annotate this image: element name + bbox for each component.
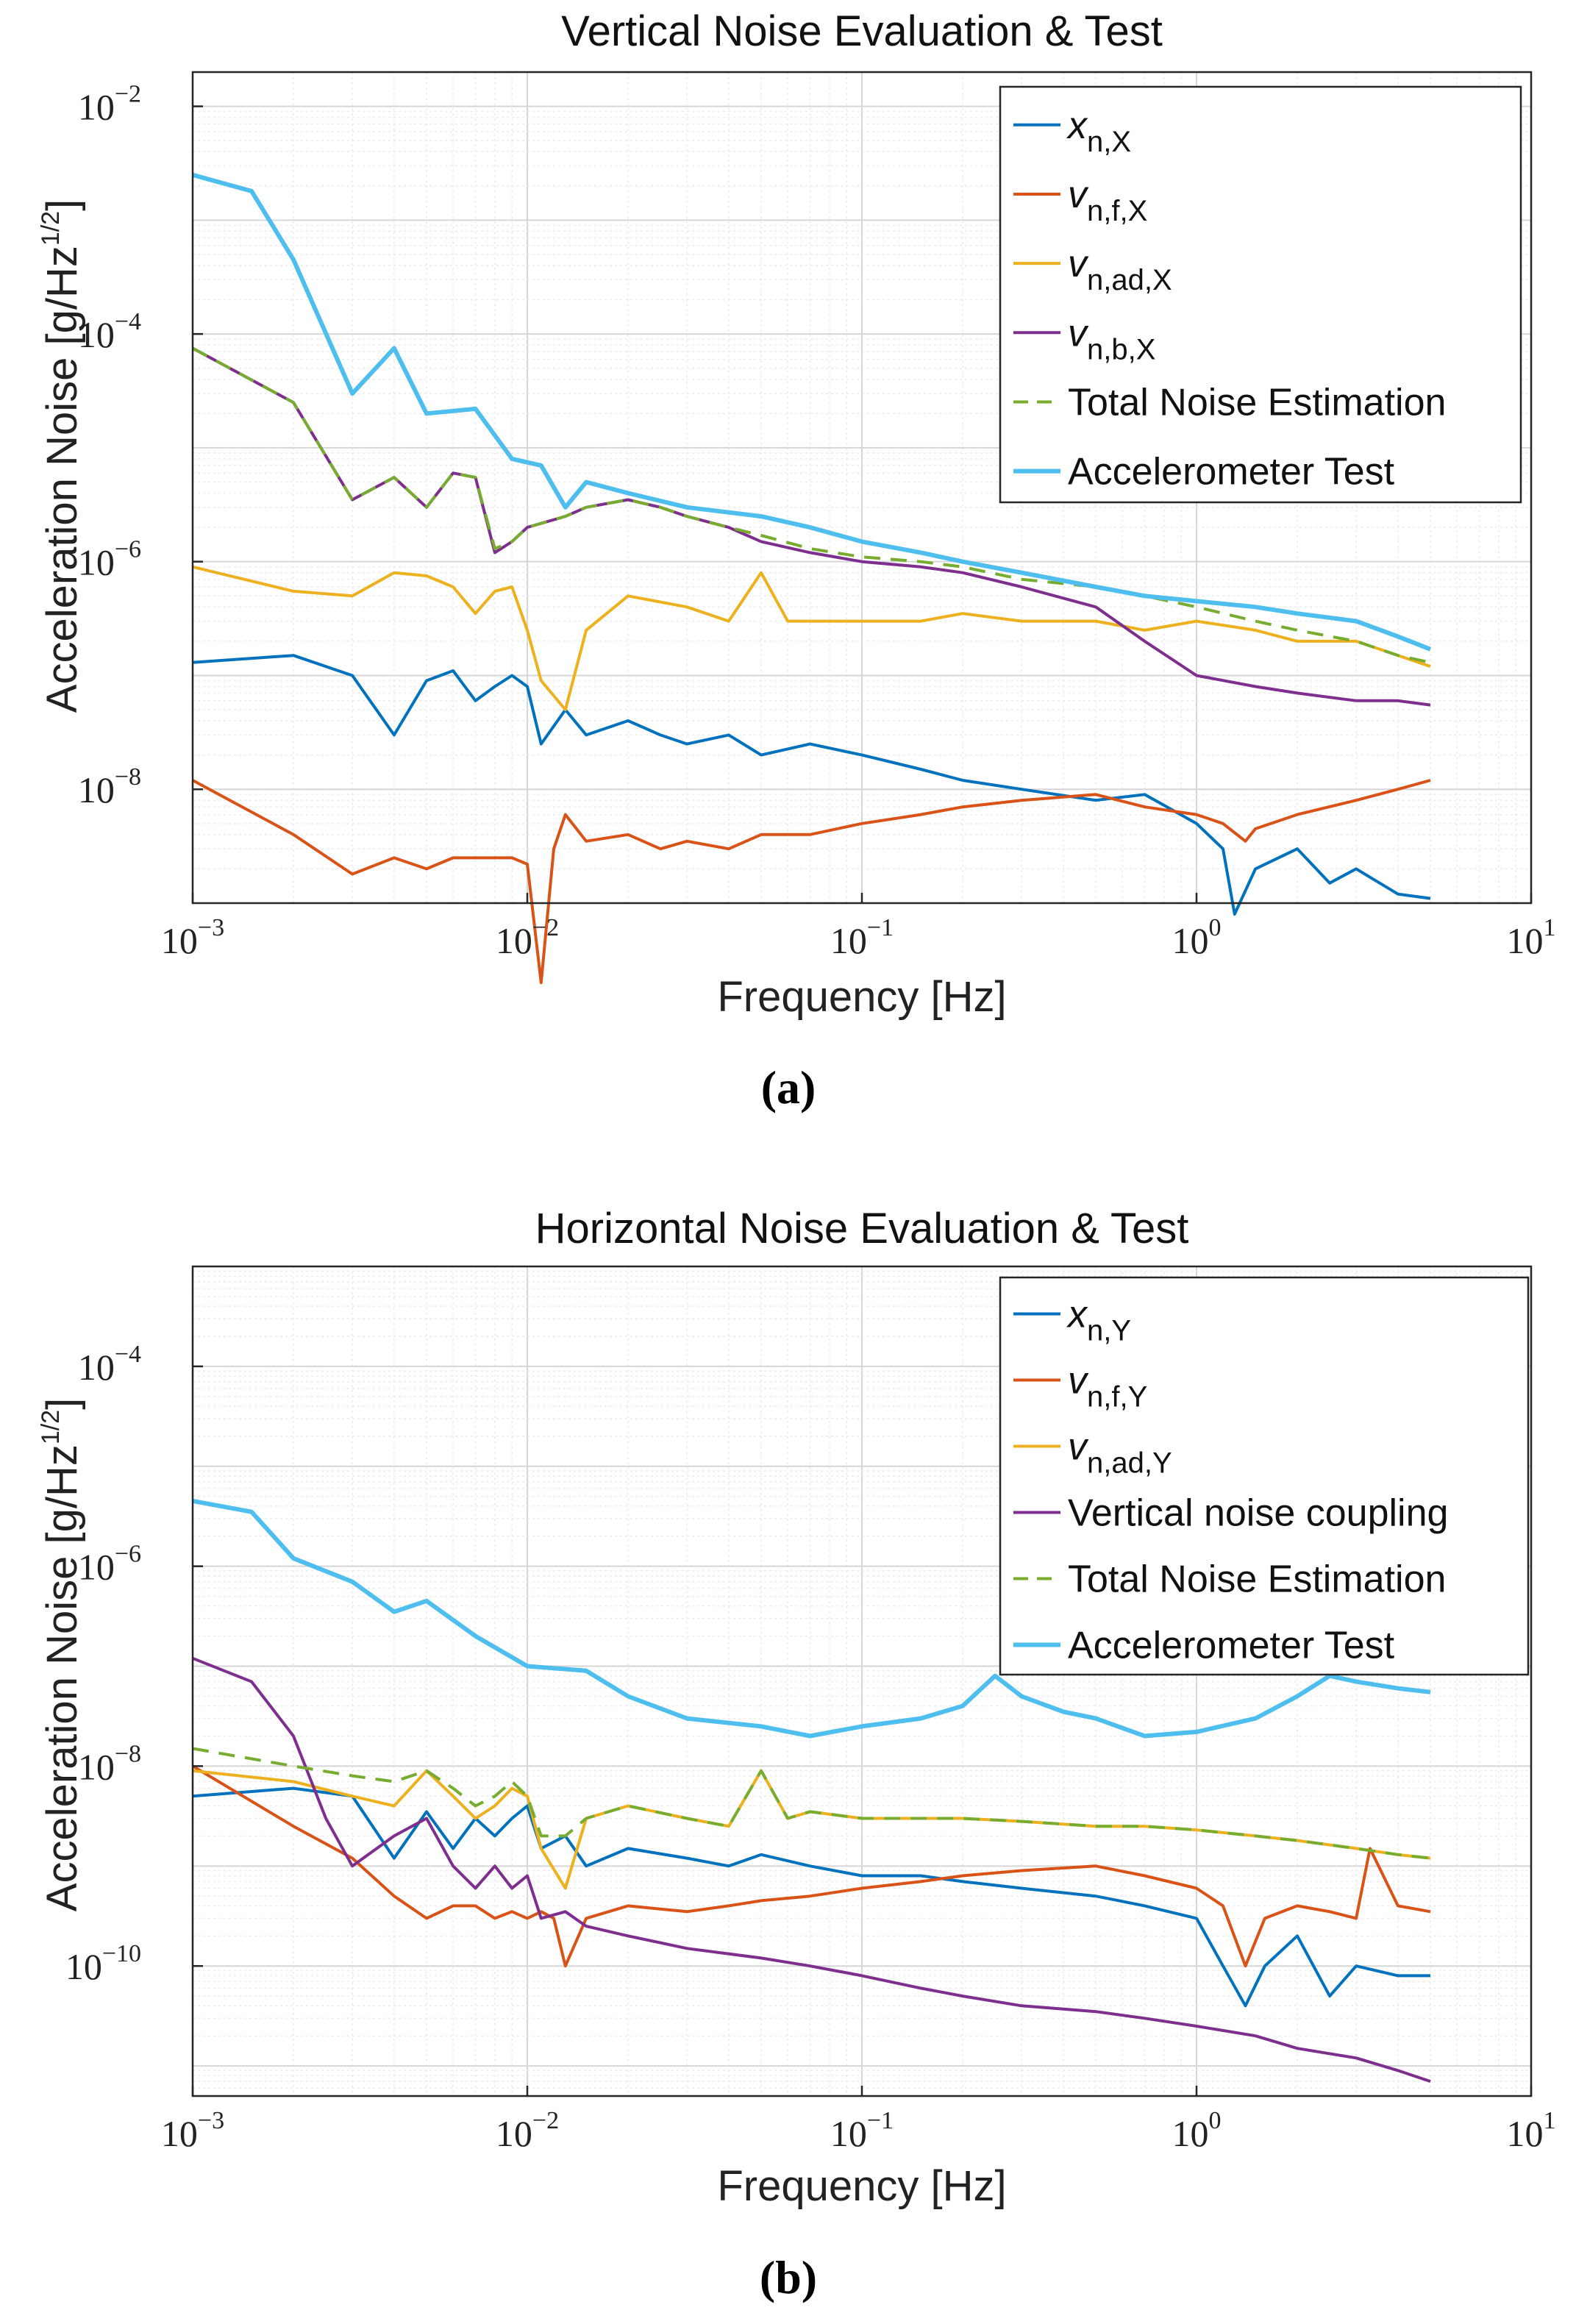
y-axis-label: Acceleration Noise [g/Hz1/2] bbox=[37, 1398, 86, 1911]
series-line-v-n-ad-x bbox=[192, 565, 1431, 711]
x-tick-label: 101 bbox=[1507, 914, 1556, 961]
y-tick-label: 10−6 bbox=[78, 1541, 141, 1588]
y-tick-label: 10−10 bbox=[65, 1940, 141, 1987]
legend: xn,X vn,f,X vn,ad,X vn,b,X Total Noise Estim… bbox=[999, 85, 1522, 504]
series-line-vertical-noise-coupling bbox=[192, 1656, 1431, 2083]
series-line-x-n-x bbox=[192, 654, 1431, 916]
legend-entry: vn,ad,Y bbox=[1068, 1426, 1172, 1480]
series-line-v-n-f-x bbox=[192, 779, 1431, 985]
x-axis-label: Frequency [Hz] bbox=[717, 973, 1006, 1021]
chart-title: Vertical Noise Evaluation & Test bbox=[561, 7, 1163, 55]
series-line-total-noise-estimation bbox=[192, 1747, 1431, 1860]
legend-box bbox=[999, 85, 1522, 504]
x-tick-label: 100 bbox=[1172, 914, 1222, 961]
panel-label-b: (b) bbox=[760, 2251, 817, 2303]
series-line-total-noise-estimation bbox=[192, 346, 1431, 664]
x-tick-label: 10−3 bbox=[161, 914, 224, 961]
series-line-v-n-ad-y bbox=[192, 1769, 1431, 1890]
x-tick-label: 10−3 bbox=[161, 2107, 224, 2154]
y-tick-label: 10−8 bbox=[78, 1740, 141, 1787]
x-tick-label: 10−1 bbox=[830, 2107, 894, 2154]
y-axis-label-close: ] bbox=[38, 199, 86, 211]
legend-entry: Accelerometer Test bbox=[1068, 451, 1395, 493]
legend-entry: Vertical noise coupling bbox=[1068, 1492, 1448, 1535]
y-axis-label-exponent: 1/2 bbox=[37, 211, 65, 246]
vertical-noise-panel: Vertical Noise Evaluation & Test 10−3 10−… bbox=[37, 7, 1556, 1113]
legend-entry: vn,ad,X bbox=[1068, 243, 1172, 296]
legend-entry: Total Noise Estimation bbox=[1068, 1558, 1446, 1601]
x-tick-label: 101 bbox=[1507, 2107, 1556, 2154]
y-tick-label: 10−6 bbox=[78, 536, 141, 583]
legend-box bbox=[999, 1276, 1530, 1676]
y-axis-label-main: Acceleration Noise [g/Hz bbox=[38, 246, 86, 713]
legend: xn,Y vn,f,Y vn,ad,Y Vertical noise coupling… bbox=[999, 1276, 1530, 1676]
legend-entry: xn,X bbox=[1066, 104, 1131, 158]
legend-entry: vn,f,Y bbox=[1068, 1360, 1147, 1414]
y-tick-label: 10−4 bbox=[78, 1341, 141, 1388]
y-axis-label-exponent: 1/2 bbox=[37, 1410, 65, 1444]
series-line-accelerometer-test bbox=[192, 172, 1432, 652]
y-tick-label: 10−4 bbox=[78, 308, 141, 355]
panel-label-a: (a) bbox=[761, 1061, 816, 1113]
series-line-v-n-f-y bbox=[191, 1764, 1431, 1968]
chart-title: Horizontal Noise Evaluation & Test bbox=[535, 1205, 1189, 1252]
legend-entry: vn,b,X bbox=[1068, 312, 1155, 366]
y-tick-label: 10−8 bbox=[78, 763, 141, 810]
y-axis-label-close: ] bbox=[38, 1398, 86, 1410]
x-tick-label: 10−1 bbox=[830, 914, 894, 961]
x-tick-label: 10−2 bbox=[496, 914, 559, 961]
legend-entry: vn,f,X bbox=[1068, 174, 1147, 227]
series-line-accelerometer-test bbox=[192, 1498, 1431, 1739]
y-tick-label: 10−2 bbox=[78, 81, 141, 128]
x-tick-label: 100 bbox=[1172, 2107, 1222, 2154]
x-axis-label: Frequency [Hz] bbox=[717, 2162, 1006, 2210]
legend-entry: xn,Y bbox=[1066, 1294, 1131, 1347]
legend-entry: Accelerometer Test bbox=[1068, 1625, 1395, 1667]
y-axis-label: Acceleration Noise [g/Hz1/2] bbox=[37, 199, 86, 713]
legend-entry: Total Noise Estimation bbox=[1068, 381, 1446, 424]
series-line-x-n-y bbox=[192, 1786, 1430, 2008]
horizontal-noise-panel: Horizontal Noise Evaluation & Test 10−3 1… bbox=[37, 1205, 1556, 2303]
y-axis-label-main: Acceleration Noise [g/Hz bbox=[38, 1444, 86, 1911]
x-tick-label: 10−2 bbox=[496, 2107, 559, 2154]
